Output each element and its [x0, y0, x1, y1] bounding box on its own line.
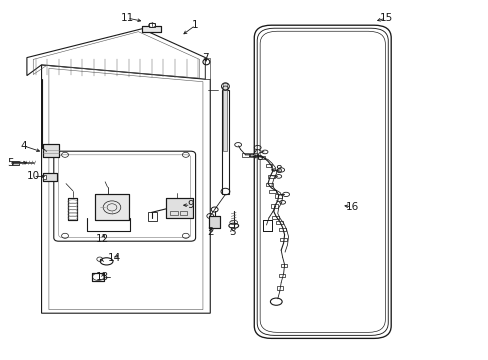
Bar [142, 26, 161, 32]
Polygon shape [41, 65, 210, 313]
Text: 1: 1 [192, 20, 199, 30]
Bar [262, 220, 272, 231]
Text: 11: 11 [120, 13, 134, 23]
Bar [274, 194, 281, 198]
Bar [92, 273, 104, 281]
Bar [92, 273, 104, 281]
FancyBboxPatch shape [54, 151, 195, 241]
Bar [180, 211, 187, 215]
Polygon shape [27, 29, 205, 79]
Bar [43, 173, 57, 181]
Bar [276, 221, 283, 224]
Polygon shape [205, 58, 210, 79]
Text: 6: 6 [255, 152, 262, 162]
Bar [166, 198, 193, 218]
Bar [43, 144, 59, 157]
Text: 8: 8 [275, 165, 282, 175]
Bar [265, 183, 272, 186]
Bar [209, 216, 220, 228]
Bar [68, 198, 77, 220]
Text: 7: 7 [202, 53, 208, 63]
Bar [271, 216, 278, 219]
Text: 10: 10 [27, 171, 40, 181]
Bar [95, 194, 128, 220]
Bar [271, 204, 278, 208]
Bar [258, 156, 264, 159]
Text: 3: 3 [228, 227, 235, 237]
Bar [43, 175, 46, 179]
Text: 5: 5 [7, 158, 14, 168]
Text: 9: 9 [187, 200, 194, 210]
Bar [95, 194, 128, 220]
Bar [279, 228, 285, 231]
Bar [43, 144, 59, 157]
Bar [268, 175, 275, 178]
Bar [142, 26, 161, 32]
Bar [209, 216, 220, 228]
Bar [68, 198, 77, 220]
Bar [265, 164, 272, 167]
Text: 4: 4 [20, 141, 27, 151]
Bar [221, 90, 229, 194]
Bar [149, 23, 155, 27]
Bar [279, 238, 286, 241]
Bar [12, 161, 19, 165]
Bar [223, 83, 227, 151]
Bar [249, 153, 256, 157]
Bar [166, 198, 193, 218]
Bar [280, 264, 286, 267]
Bar [170, 211, 177, 215]
Text: 14: 14 [108, 253, 122, 264]
Text: 13: 13 [96, 272, 109, 282]
Text: 16: 16 [345, 202, 358, 212]
Text: 12: 12 [96, 234, 109, 244]
Bar [43, 173, 57, 181]
Bar [242, 153, 248, 157]
Bar [276, 287, 282, 289]
Text: 15: 15 [379, 13, 392, 23]
Bar [147, 212, 157, 221]
Bar [269, 190, 276, 193]
Bar [262, 220, 272, 231]
Text: 2: 2 [206, 227, 213, 237]
Bar [279, 274, 285, 277]
